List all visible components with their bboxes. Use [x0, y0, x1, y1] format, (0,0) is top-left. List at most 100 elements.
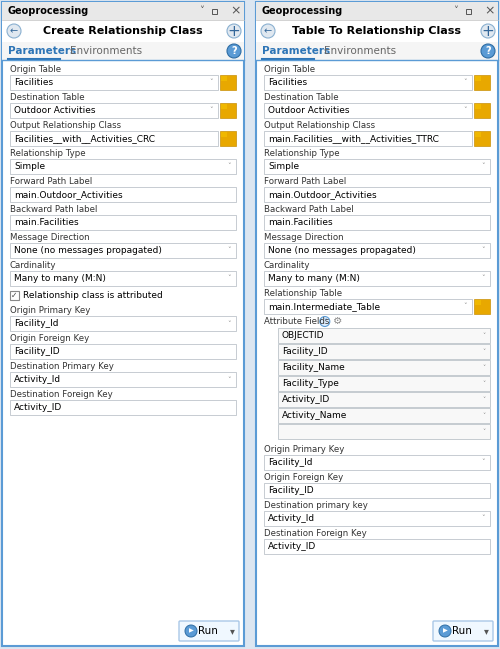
Text: ˅: ˅ — [227, 376, 231, 382]
Text: Forward Path Label: Forward Path Label — [10, 177, 92, 186]
Text: Activity_Name: Activity_Name — [282, 411, 348, 420]
Circle shape — [481, 44, 495, 58]
Text: Outdoor Activities: Outdoor Activities — [14, 106, 96, 115]
Text: ˅: ˅ — [481, 247, 485, 254]
Text: ˅: ˅ — [200, 6, 204, 16]
Bar — [220, 131, 236, 146]
Circle shape — [7, 24, 21, 38]
Bar — [475, 76, 482, 80]
Text: Table To Relationship Class: Table To Relationship Class — [292, 26, 462, 36]
Text: main.Outdoor_Activities: main.Outdoor_Activities — [14, 190, 122, 199]
Bar — [474, 299, 490, 314]
Text: ×: × — [231, 5, 241, 18]
Text: Forward Path Label: Forward Path Label — [264, 177, 346, 186]
Bar — [264, 539, 490, 554]
Text: ˅: ˅ — [227, 164, 231, 169]
Text: ˅: ˅ — [454, 6, 458, 16]
Bar — [264, 187, 490, 202]
Text: Facilities: Facilities — [268, 78, 307, 87]
Bar — [10, 103, 218, 118]
Bar — [256, 2, 498, 20]
Bar — [10, 400, 236, 415]
Bar — [475, 300, 482, 304]
Bar — [10, 131, 218, 146]
Text: Run: Run — [198, 626, 218, 636]
Text: Origin Foreign Key: Origin Foreign Key — [264, 473, 343, 482]
Bar — [264, 243, 490, 258]
Bar — [474, 103, 490, 118]
Text: ˅: ˅ — [209, 108, 213, 114]
Text: Origin Primary Key: Origin Primary Key — [264, 445, 344, 454]
Text: ˅: ˅ — [482, 365, 486, 370]
Text: Facilities: Facilities — [14, 78, 53, 87]
Text: None (no messages propagated): None (no messages propagated) — [14, 246, 162, 255]
Text: Facility_Id: Facility_Id — [268, 458, 312, 467]
Text: Destination Primary Key: Destination Primary Key — [10, 362, 114, 371]
Circle shape — [439, 625, 451, 637]
Bar — [10, 75, 218, 90]
Text: Facilities__with__Activities_CRC: Facilities__with__Activities_CRC — [14, 134, 155, 143]
Circle shape — [261, 24, 275, 38]
Text: ▾: ▾ — [230, 626, 234, 636]
Text: ˅: ˅ — [482, 397, 486, 402]
Bar — [264, 455, 490, 470]
Text: Destination Table: Destination Table — [264, 93, 338, 102]
Bar — [264, 75, 472, 90]
Bar — [10, 243, 236, 258]
Circle shape — [320, 317, 330, 326]
Text: ←: ← — [264, 26, 272, 36]
Text: Simple: Simple — [14, 162, 45, 171]
Text: Relationship Type: Relationship Type — [10, 149, 86, 158]
Text: Relationship class is attributed: Relationship class is attributed — [23, 291, 163, 300]
Text: ˅: ˅ — [481, 164, 485, 169]
Bar — [474, 131, 490, 146]
Text: ˅: ˅ — [481, 459, 485, 465]
Bar — [256, 2, 498, 646]
Bar — [256, 20, 498, 42]
Bar — [278, 328, 490, 343]
Bar — [212, 8, 216, 14]
Text: Activity_ID: Activity_ID — [14, 403, 62, 412]
Text: Destination Foreign Key: Destination Foreign Key — [10, 390, 113, 399]
Text: None (no messages propagated): None (no messages propagated) — [268, 246, 416, 255]
FancyBboxPatch shape — [433, 621, 493, 641]
Bar — [264, 131, 472, 146]
Text: Cardinality: Cardinality — [10, 261, 56, 270]
Bar — [264, 271, 490, 286]
Text: Many to many (M:N): Many to many (M:N) — [268, 274, 360, 283]
Bar — [278, 376, 490, 391]
Text: Origin Primary Key: Origin Primary Key — [10, 306, 90, 315]
Bar — [221, 132, 228, 136]
Bar — [2, 42, 244, 60]
Bar — [2, 20, 244, 42]
Text: +: + — [482, 23, 494, 38]
Bar — [278, 424, 490, 439]
Text: Relationship Table: Relationship Table — [264, 289, 342, 298]
Text: Facility_Id: Facility_Id — [14, 319, 59, 328]
Bar — [264, 215, 490, 230]
Bar — [10, 187, 236, 202]
Text: Activity_Id: Activity_Id — [268, 514, 315, 523]
Text: ⚙: ⚙ — [333, 317, 342, 326]
Text: ˅: ˅ — [482, 349, 486, 354]
Text: Origin Table: Origin Table — [10, 65, 61, 74]
Bar — [10, 159, 236, 174]
Bar — [278, 392, 490, 407]
Text: Environments: Environments — [70, 46, 142, 56]
Text: ˅: ˅ — [482, 429, 486, 434]
Text: Output Relationship Class: Output Relationship Class — [10, 121, 121, 130]
Text: ˅: ˅ — [482, 333, 486, 338]
Bar — [466, 8, 470, 14]
Bar — [221, 104, 228, 108]
Text: ?: ? — [485, 46, 491, 56]
Bar — [264, 159, 490, 174]
Bar — [256, 42, 498, 60]
Bar — [10, 291, 19, 300]
Text: ˅: ˅ — [463, 304, 467, 310]
Bar — [220, 103, 236, 118]
Text: Origin Table: Origin Table — [264, 65, 315, 74]
Text: Simple: Simple — [268, 162, 299, 171]
Text: Facility_ID: Facility_ID — [14, 347, 60, 356]
Text: Outdoor Activities: Outdoor Activities — [268, 106, 349, 115]
Text: ˅: ˅ — [481, 275, 485, 282]
